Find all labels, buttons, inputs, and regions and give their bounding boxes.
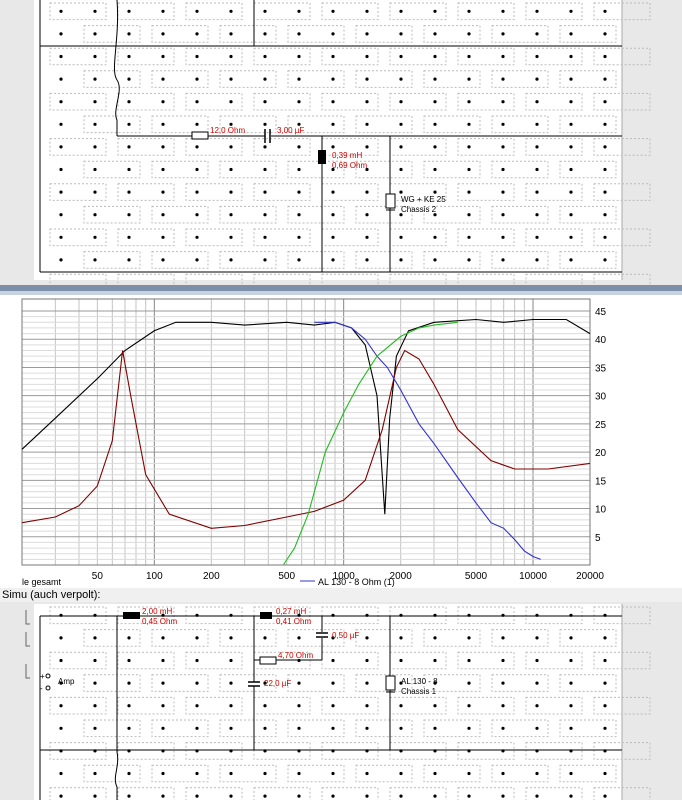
x-tick-label: 1000	[333, 571, 356, 582]
y-tick-label: 20	[595, 448, 607, 459]
x-tick-label: 20000	[576, 571, 604, 582]
y-tick-label: 15	[595, 476, 607, 487]
inductor1-symbol[interactable]	[123, 612, 140, 619]
capacitor1-value-label: 0,50 µF	[332, 631, 359, 640]
series-line-3	[314, 321, 541, 560]
x-tick-label: 2000	[390, 571, 413, 582]
inductor-symbol[interactable]	[318, 150, 326, 164]
x-tick-label: 500	[278, 571, 295, 582]
legend-woofer-label: AL 130 - 8 Ohm (1)	[318, 577, 395, 587]
amp-minus-terminal[interactable]	[45, 685, 51, 691]
bottom-schematic-canvas[interactable]: + - Amp 2,00 mH 0,45 Ohm 0,27 mH 0,41 Oh…	[0, 602, 682, 800]
y-tick-label: 10	[595, 505, 607, 516]
top-schematic-canvas[interactable]: 12,0 Ohm 3,00 µF 0,39 mH 0,69 Ohm WG + K…	[0, 0, 682, 285]
resistor1-symbol[interactable]	[259, 656, 277, 665]
driver-chassis-label: Chassis 1	[401, 687, 437, 696]
inductor2-symbol[interactable]	[260, 612, 272, 619]
splitter-bar[interactable]	[0, 285, 682, 291]
bottom-schematic-panel: + - Amp 2,00 mH 0,45 Ohm 0,27 mH 0,41 Oh…	[0, 602, 682, 800]
driver-symbol[interactable]	[385, 193, 396, 209]
inductor2-value-label: 0,27 mH	[276, 607, 306, 616]
amp-plus-terminal[interactable]	[45, 673, 51, 679]
top-schematic-panel: 12,0 Ohm 3,00 µF 0,39 mH 0,69 Ohm WG + K…	[0, 0, 682, 285]
driver-symbol[interactable]	[385, 675, 396, 691]
amp-plus-label: +	[40, 672, 45, 681]
x-tick-label: 10000	[519, 571, 547, 582]
inductor1-resistance-label: 0,45 Ohm	[142, 617, 177, 626]
inductor-value-label: 0,39 mH	[332, 151, 362, 160]
inductor-resistance-label: 0,69 Ohm	[332, 161, 367, 170]
amp-label: Amp	[58, 677, 75, 686]
y-tick-label: 5	[595, 533, 601, 544]
series-line-1	[21, 318, 591, 515]
x-tick-label: 200	[203, 571, 220, 582]
x-tick-label: 100	[146, 571, 163, 582]
inductor2-resistance-label: 0,41 Ohm	[276, 617, 311, 626]
capacitor2-value-label: 22,0 µF	[264, 679, 291, 688]
y-tick-label: 25	[595, 420, 607, 431]
resistor-symbol[interactable]	[191, 131, 209, 140]
simu-panel-title: Simu (auch verpolt):	[0, 588, 682, 602]
driver-name-label: WG + KE 25	[401, 195, 446, 204]
x-tick-label: 50	[92, 571, 104, 582]
left-toolbar[interactable]	[25, 610, 30, 679]
legend-total-label: le gesamt	[22, 577, 62, 587]
driver-chassis-label: Chassis 2	[401, 205, 437, 214]
y-tick-label: 45	[595, 307, 607, 318]
frequency-graph-panel: 50 100 200 500 1000 2000 5000 10000 20000 5 10 15 2…	[0, 285, 682, 588]
driver-name-label: AL 130 - 8	[401, 677, 438, 686]
frequency-response-chart[interactable]: 50 100 200 500 1000 2000 5000 10000 20000 5 10 15 2…	[0, 285, 682, 588]
y-tick-label: 35	[595, 363, 607, 374]
resistor1-value-label: 4,70 Ohm	[278, 651, 313, 660]
series-line-2	[21, 349, 591, 529]
x-tick-label: 5000	[465, 571, 488, 582]
inductor1-value-label: 2,00 mH	[142, 607, 172, 616]
y-tick-label: 30	[595, 392, 607, 403]
series-line-4	[282, 321, 458, 566]
resistor-value-label: 12,0 Ohm	[210, 126, 245, 135]
y-tick-label: 40	[595, 335, 607, 346]
amp-minus-label: -	[40, 684, 43, 693]
capacitor-value-label: 3,00 µF	[277, 126, 304, 135]
